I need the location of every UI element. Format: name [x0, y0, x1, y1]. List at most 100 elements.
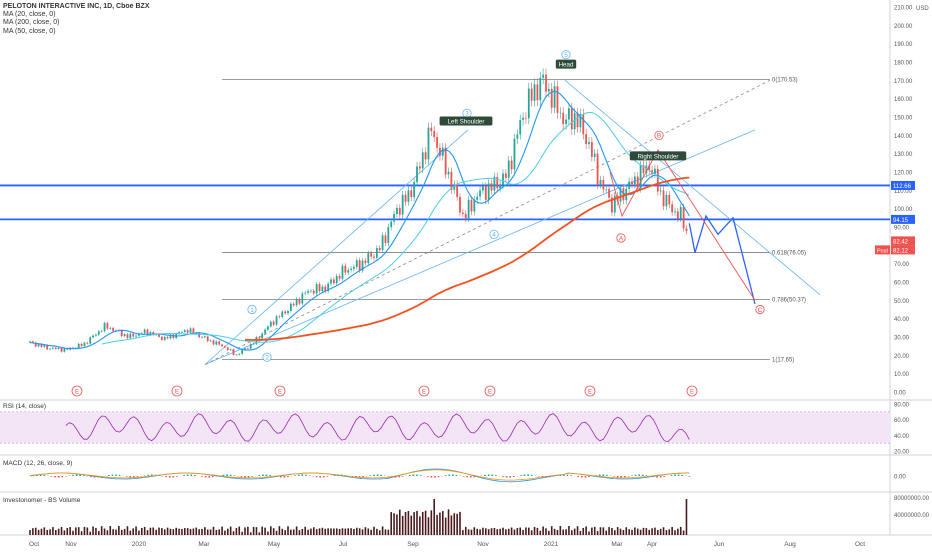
macd-histogram-bar: [463, 476, 465, 477]
volume-bar: [551, 526, 553, 535]
volume-bar: [284, 530, 286, 535]
macd-histogram-bar: [603, 474, 605, 476]
candle-body: [98, 331, 100, 334]
volume-bar: [109, 526, 111, 535]
volume-bar: [98, 531, 100, 535]
candle-body: [319, 284, 321, 291]
candle-body: [224, 346, 226, 347]
volume-bar: [416, 511, 418, 535]
candle-body: [511, 161, 513, 170]
volume-bar: [55, 530, 57, 535]
volume-bar: [64, 530, 66, 535]
volume-bar: [611, 528, 613, 535]
macd-histogram-bar: [606, 475, 608, 476]
volume-bar: [668, 529, 670, 535]
volume-bar: [548, 531, 550, 535]
macd-histogram-bar: [61, 476, 63, 477]
volume-bar: [210, 529, 212, 535]
price-badge-tag-label: Post: [877, 248, 888, 254]
macd-histogram-bar: [470, 476, 472, 478]
candle-body: [215, 341, 217, 344]
volume-bar: [399, 510, 401, 535]
volume-bar: [508, 529, 510, 535]
macd-histogram-bar: [373, 475, 375, 476]
candle-body: [542, 75, 544, 78]
macd-histogram-bar: [201, 476, 203, 477]
volume-bar: [453, 513, 455, 535]
volume-bar: [425, 511, 427, 535]
rsi-tick-label: 40.00: [894, 434, 910, 440]
candle-body: [313, 291, 315, 294]
candle-body: [124, 334, 126, 336]
price-tick-label: 40.00: [894, 317, 910, 323]
candle-body: [462, 213, 464, 214]
volume-bar: [256, 527, 258, 535]
candle-body: [204, 336, 206, 337]
volume-bar: [643, 528, 645, 535]
candle-body: [299, 299, 301, 304]
candle-body: [390, 222, 392, 227]
volume-bar: [32, 528, 34, 535]
volume-bar: [382, 526, 384, 535]
candle-body: [190, 328, 192, 332]
volume-bar: [408, 511, 410, 535]
volume-bar: [144, 527, 146, 535]
volume-bar: [580, 531, 582, 535]
volume-bar: [666, 530, 668, 535]
chart-legend: PELOTON INTERACTIVE INC, 1D, Cboe BZX MA…: [3, 3, 150, 36]
candle-body: [430, 128, 432, 131]
volume-bar: [474, 527, 476, 535]
candle-body: [559, 113, 561, 114]
macd-histogram-bar: [316, 476, 318, 477]
candle-body: [640, 165, 642, 188]
volume-bar: [95, 528, 97, 535]
volume-bar: [359, 528, 361, 535]
macd-histogram-bar: [248, 476, 250, 477]
macd-histogram-bar: [588, 476, 590, 477]
volume-bar: [370, 530, 372, 535]
volume-bar: [471, 530, 473, 535]
macd-histogram-bar: [319, 476, 321, 478]
candle-body: [419, 166, 421, 168]
volume-bar: [591, 528, 593, 535]
macd-histogram-bar: [183, 475, 185, 476]
macd-histogram-bar: [448, 475, 450, 476]
volume-bar: [631, 530, 633, 535]
candle-body: [104, 323, 106, 331]
candle-body: [508, 161, 510, 178]
candle-body: [350, 269, 352, 270]
symbol-title: PELOTON INTERACTIVE INC, 1D, Cboe BZX: [3, 3, 150, 11]
candle-body: [201, 337, 203, 338]
volume-bar: [238, 527, 240, 535]
macd-histogram-bar: [409, 475, 411, 476]
macd-histogram-bar: [491, 475, 493, 476]
volume-bar: [170, 529, 172, 535]
candle-body: [261, 333, 263, 338]
candle-body: [410, 190, 412, 197]
macd-histogram-bar: [398, 476, 400, 477]
candle-body: [344, 266, 346, 273]
macd-histogram-bar: [165, 476, 167, 477]
macd-histogram-bar: [506, 476, 508, 478]
ma20-legend: MA (20, close, 0): [3, 11, 150, 19]
macd-histogram-bar: [674, 475, 676, 476]
macd-histogram-bar: [527, 474, 529, 476]
earnings-marker-label: E: [278, 390, 282, 396]
candle-body: [425, 152, 427, 159]
volume-bar: [121, 530, 123, 535]
volume-bar: [436, 515, 438, 535]
volume-bar: [367, 529, 369, 535]
candle-body: [61, 348, 63, 352]
candle-body: [58, 348, 60, 349]
macd-histogram-bar: [402, 476, 404, 477]
volume-bar: [330, 528, 332, 535]
volume-bar: [588, 532, 590, 535]
volume-bar: [244, 527, 246, 535]
volume-bar: [322, 528, 324, 535]
macd-histogram-bar: [115, 474, 117, 476]
volume-bar: [198, 529, 200, 535]
volume-bar: [393, 513, 395, 535]
